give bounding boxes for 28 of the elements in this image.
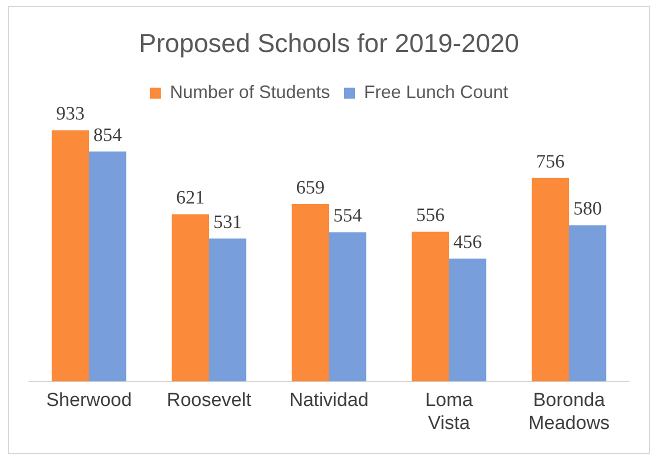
data-label: 580	[573, 198, 602, 220]
x-tick-label: Boronda Meadows	[528, 390, 610, 434]
bar	[89, 152, 126, 382]
data-label: 854	[93, 124, 122, 146]
data-label: 933	[56, 104, 85, 125]
bar	[449, 258, 486, 382]
data-label: 756	[536, 151, 565, 172]
data-label: 659	[296, 177, 325, 198]
x-tick-label: Natividad	[289, 390, 369, 412]
chart-title: Proposed Schools for 2019-2020	[138, 28, 520, 58]
legend-label: Free Lunch Count	[364, 82, 508, 102]
x-tick-label: Roosevelt	[166, 390, 252, 412]
bar	[292, 204, 329, 382]
bar	[172, 214, 209, 382]
data-label: 554	[333, 206, 362, 227]
x-tick-label: Loma Vista	[425, 390, 474, 434]
data-label: 531	[213, 212, 242, 233]
bar	[209, 238, 246, 382]
bar	[329, 232, 366, 382]
x-tick-label: Sherwood	[46, 390, 132, 412]
bar	[569, 225, 606, 382]
data-label: 621	[176, 188, 205, 209]
bar	[412, 232, 449, 382]
bar	[52, 130, 89, 382]
data-label: 456	[453, 232, 482, 254]
legend-label: Number of Students	[170, 82, 330, 102]
bar	[532, 178, 569, 382]
data-label: 556	[416, 205, 445, 226]
